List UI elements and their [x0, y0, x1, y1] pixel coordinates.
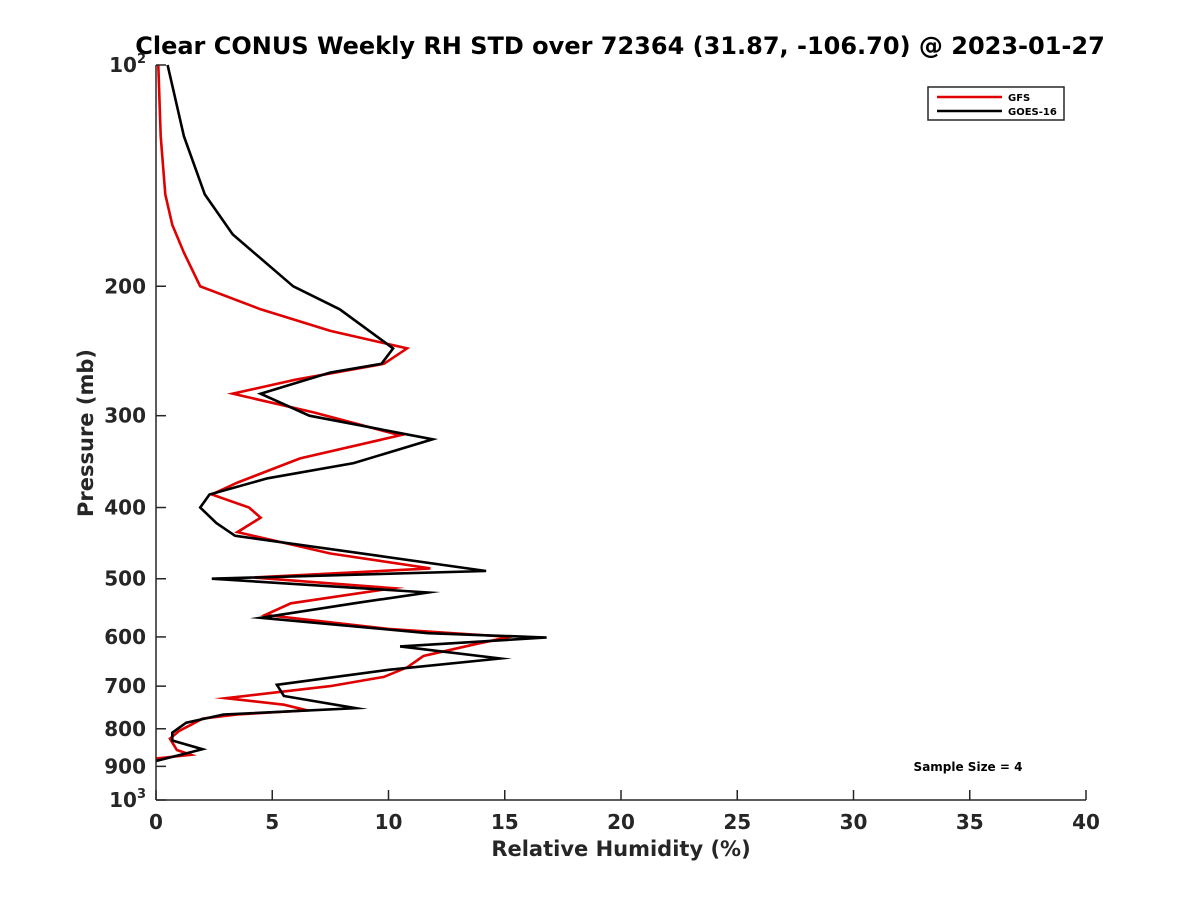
y-tick-label: 400 — [104, 496, 146, 520]
x-tick-label: 30 — [840, 810, 868, 834]
axes: 0 5 10 15 20 25 30 35 40 102 200 300 400 500 600 700 800… — [104, 52, 1100, 834]
y-tick-label: 700 — [104, 674, 146, 698]
y-tick-label: 500 — [104, 567, 146, 591]
chart-title: Clear CONUS Weekly RH STD over 72364 (31… — [135, 32, 1105, 60]
legend-goes-label: GOES-16 — [1008, 107, 1057, 118]
plot-area — [155, 64, 547, 763]
x-tick-label: 35 — [956, 810, 984, 834]
x-tick-label: 40 — [1072, 810, 1100, 834]
x-tick-label: 20 — [607, 810, 635, 834]
y-axis-label: Pressure (mb) — [74, 349, 98, 517]
y-tick-label: 600 — [104, 625, 146, 649]
y-tick-label: 103 — [109, 787, 146, 812]
x-tick-label: 25 — [723, 810, 751, 834]
y-tick-label: 300 — [104, 404, 146, 428]
series-line-goes-16 — [155, 64, 547, 763]
sample-size-annotation: Sample Size = 4 — [914, 760, 1023, 774]
legend-box — [927, 86, 1065, 121]
x-tick-label: 10 — [375, 810, 403, 834]
legend-gfs-label: GFS — [1008, 93, 1030, 104]
y-tick-label: 800 — [104, 717, 146, 741]
legend: GFS GOES-16 — [927, 86, 1065, 121]
y-tick-label: 102 — [109, 52, 146, 77]
x-tick-label: 0 — [149, 810, 163, 834]
x-tick-label: 15 — [491, 810, 519, 834]
x-tick-label: 5 — [265, 810, 279, 834]
y-tick-label: 200 — [104, 274, 146, 298]
y-tick-label: 900 — [104, 754, 146, 778]
x-axis-label: Relative Humidity (%) — [491, 837, 750, 861]
